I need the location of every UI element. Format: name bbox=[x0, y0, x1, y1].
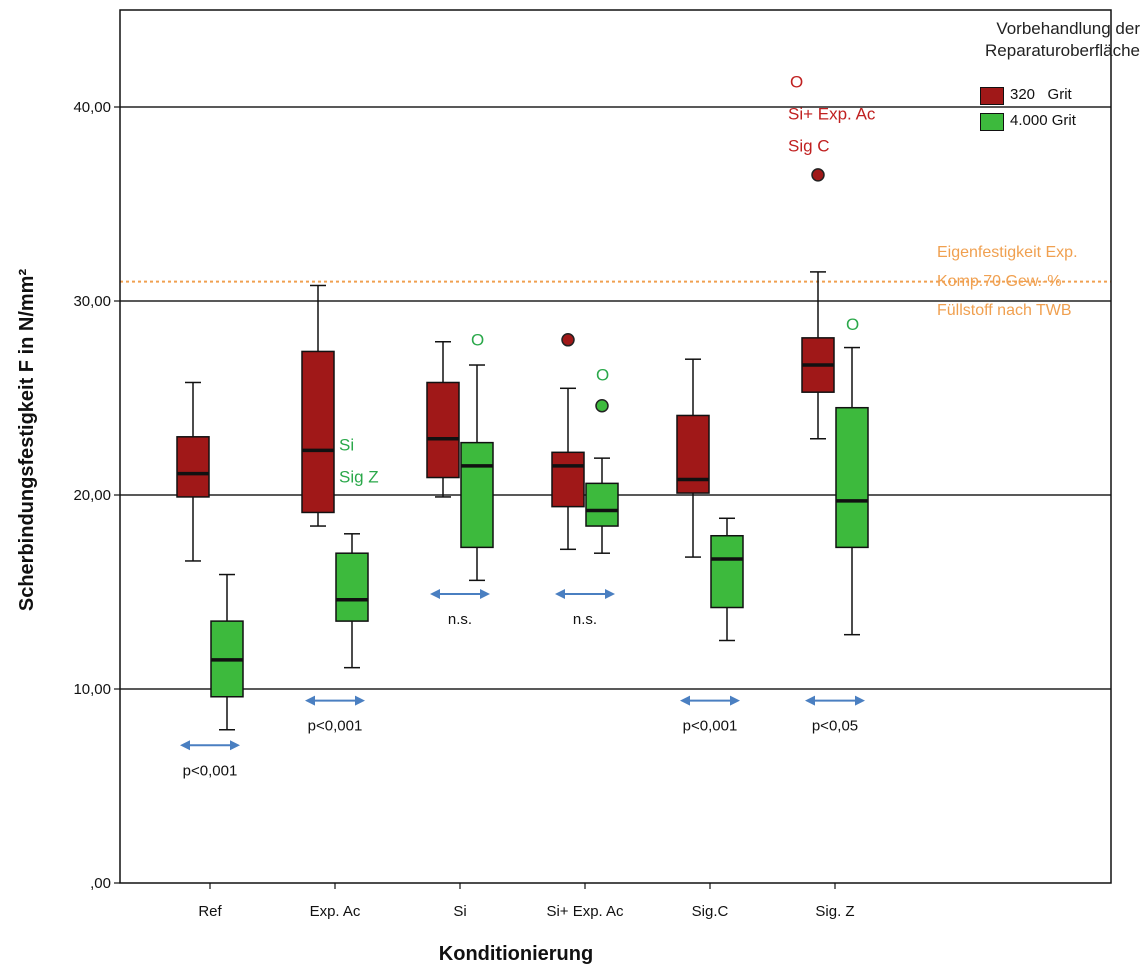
legend-label-320-grit: 320 Grit bbox=[1010, 86, 1072, 103]
annotations: Si Sig Z O O O O Si+ Exp. Ac Sig C bbox=[339, 73, 876, 487]
annotation-text: Si+ Exp. Ac bbox=[788, 105, 876, 124]
arrowhead-right bbox=[730, 695, 740, 706]
legend-label-4000-grit: 4.000 Grit bbox=[1010, 112, 1076, 129]
arrowhead-left bbox=[180, 740, 190, 751]
box-iqr bbox=[710, 534, 744, 609]
box-si bbox=[426, 340, 460, 498]
y-axis-label: Scherbindungsfestigkeit F in N/mm² bbox=[16, 269, 38, 612]
arrowhead-right bbox=[605, 588, 615, 599]
annotation: Si Sig Z bbox=[339, 435, 379, 486]
x-tick-label: Sig. Z bbox=[815, 903, 854, 920]
annotation: O bbox=[596, 366, 609, 385]
box-iqr bbox=[835, 406, 869, 549]
annotation-text: Sig C bbox=[788, 137, 830, 156]
annotation-text: O bbox=[596, 366, 609, 385]
comparison-arrow: n.s. bbox=[555, 588, 615, 628]
annotation-text: Si bbox=[339, 435, 354, 454]
annotation-text: O bbox=[471, 331, 484, 350]
arrowhead-left bbox=[555, 588, 565, 599]
box-ref bbox=[176, 381, 210, 562]
comparison-arrow: p<0,001 bbox=[680, 695, 740, 735]
y-tick-label: 30,00 bbox=[73, 293, 111, 310]
legend-swatch-4000-grit bbox=[980, 113, 1004, 131]
comparison-label: n.s. bbox=[448, 611, 472, 628]
box-exp-ac bbox=[335, 533, 369, 669]
x-tick-label: Ref bbox=[198, 903, 222, 920]
reference-label-line: Komp.70 Gew.-% bbox=[937, 273, 1062, 290]
comparison-label: p<0,001 bbox=[308, 718, 363, 735]
x-axis-label: Konditionierung bbox=[439, 943, 593, 965]
y-tick-label: 40,00 bbox=[73, 99, 111, 116]
arrowhead-right bbox=[855, 695, 865, 706]
legend: Vorbehandlung der Reparaturoberfläche 32… bbox=[918, 18, 1140, 131]
outlier-point bbox=[595, 399, 609, 413]
comparison-arrow: p<0,001 bbox=[180, 740, 240, 779]
box-sig-z bbox=[835, 346, 869, 636]
annotation: O bbox=[846, 315, 859, 334]
comparison-label: n.s. bbox=[573, 611, 597, 628]
comparison-arrow: p<0,001 bbox=[305, 695, 365, 735]
legend-title-line1: Vorbehandlung der bbox=[996, 19, 1140, 38]
box-iqr bbox=[460, 441, 494, 549]
annotation: O Si+ Exp. Ac Sig C bbox=[788, 73, 876, 156]
box-iqr bbox=[301, 350, 335, 514]
comparison-label: p<0,001 bbox=[683, 718, 738, 735]
box-sig-z bbox=[801, 168, 835, 440]
gridlines bbox=[120, 106, 1111, 690]
annotation: O bbox=[471, 331, 484, 350]
legend-swatch-320-grit bbox=[980, 87, 1004, 105]
x-axis: Ref Exp. Ac Si Si+ Exp. Ac Sig.C Sig. Z bbox=[198, 883, 855, 920]
arrowhead-left bbox=[305, 695, 315, 706]
comparison-arrow: p<0,05 bbox=[805, 695, 865, 735]
box-iqr bbox=[426, 381, 460, 479]
arrowhead-right bbox=[230, 740, 240, 751]
box-iqr bbox=[676, 414, 710, 494]
box-iqr bbox=[585, 482, 619, 527]
annotation-text: O bbox=[790, 73, 803, 92]
reference-label-line: Eigenfestigkeit Exp. bbox=[937, 244, 1078, 261]
annotation-text: Sig Z bbox=[339, 467, 379, 486]
x-tick-label: Exp. Ac bbox=[310, 903, 361, 920]
arrowhead-right bbox=[480, 588, 490, 599]
reference-line-label: Eigenfestigkeit Exp. Komp.70 Gew.-% Füllst… bbox=[937, 244, 1078, 319]
boxes bbox=[176, 168, 869, 731]
box-iqr bbox=[335, 552, 369, 622]
box-iqr bbox=[176, 436, 210, 498]
legend-title-line2: Reparaturoberfläche bbox=[985, 41, 1140, 60]
x-tick-label: Sig.C bbox=[692, 903, 729, 920]
arrowhead-right bbox=[355, 695, 365, 706]
box-sig-c bbox=[710, 517, 744, 642]
y-tick-label: 10,00 bbox=[73, 681, 111, 698]
plot-area bbox=[119, 9, 1112, 884]
y-axis: ,00 10,00 20,00 30,00 40,00 bbox=[73, 99, 120, 892]
box-sig-c bbox=[676, 358, 710, 558]
box-ref bbox=[210, 573, 244, 731]
box-si bbox=[460, 364, 494, 582]
annotation-text: O bbox=[846, 315, 859, 334]
comparison-arrow: n.s. bbox=[430, 588, 490, 628]
y-tick-label: 20,00 bbox=[73, 487, 111, 504]
arrowhead-left bbox=[805, 695, 815, 706]
comparison-label: p<0,05 bbox=[812, 718, 858, 735]
outlier-point bbox=[811, 168, 825, 182]
box-si-exp-ac bbox=[551, 333, 585, 551]
comparisons: p<0,001 p<0,001 n.s. n.s. p<0,001 p<0,05 bbox=[180, 588, 865, 779]
arrowhead-left bbox=[430, 588, 440, 599]
arrowhead-left bbox=[680, 695, 690, 706]
x-tick-label: Si+ Exp. Ac bbox=[546, 903, 624, 920]
y-tick-label: ,00 bbox=[90, 875, 111, 892]
box-si-exp-ac bbox=[585, 399, 619, 554]
box-exp-ac bbox=[301, 284, 335, 527]
x-tick-label: Si bbox=[453, 903, 466, 920]
outlier-point bbox=[561, 333, 575, 347]
box-iqr bbox=[551, 451, 585, 508]
reference-label-line: Füllstoff nach TWB bbox=[937, 302, 1072, 319]
comparison-label: p<0,001 bbox=[183, 762, 238, 779]
